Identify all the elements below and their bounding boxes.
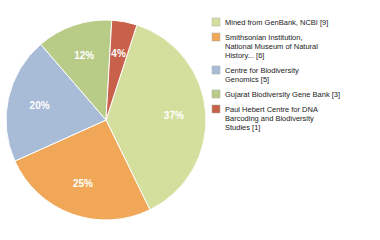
- data-label: 12%: [74, 50, 94, 61]
- legend-label-line: Smithsonian Institution,: [225, 33, 303, 42]
- legend-item: Smithsonian Institution,National Museum …: [212, 33, 318, 60]
- legend-label: Centre for BiodiversityGenomics [5]: [225, 66, 299, 84]
- chart: 37% 25% 20% 12% 4% Mined from GenBank, NCBI […: [0, 0, 380, 240]
- legend-swatch: [212, 90, 220, 98]
- legend: Mined from GenBank, NCBI [9] Smithsonian …: [212, 18, 340, 132]
- data-label: 20%: [30, 100, 50, 111]
- legend-swatch: [212, 18, 220, 26]
- legend-label-line: National Museum of Natural: [225, 42, 318, 51]
- legend-swatch: [212, 33, 220, 41]
- legend-item: Paul Hebert Centre for DNABarcoding and …: [212, 105, 318, 132]
- legend-label-line: Centre for Biodiversity: [225, 66, 299, 75]
- pie: [6, 20, 206, 220]
- legend-label-line: Barcoding and Biodiversity: [225, 114, 314, 123]
- data-label: 37%: [164, 110, 184, 121]
- data-label: 25%: [73, 178, 93, 189]
- legend-label: Smithsonian Institution,National Museum …: [225, 33, 318, 60]
- legend-label-line: Mined from GenBank, NCBI [9]: [225, 18, 328, 27]
- pie-slice: [41, 20, 112, 120]
- pie-slice: [106, 20, 137, 120]
- legend-label: Gujarat Biodiversity Gene Bank [3]: [225, 90, 340, 99]
- legend-label-line: History... [6]: [225, 51, 264, 60]
- legend-swatch: [212, 66, 220, 74]
- data-label: 4%: [111, 48, 126, 59]
- legend-label-line: Paul Hebert Centre for DNA: [225, 105, 318, 114]
- legend-label: Paul Hebert Centre for DNABarcoding and …: [225, 105, 318, 132]
- legend-label-line: Studies [1]: [225, 123, 260, 132]
- legend-label-line: Gujarat Biodiversity Gene Bank [3]: [225, 90, 340, 99]
- data-labels: 37% 25% 20% 12% 4%: [30, 48, 184, 190]
- legend-item: Mined from GenBank, NCBI [9]: [212, 18, 328, 27]
- legend-label-line: Genomics [5]: [225, 75, 269, 84]
- legend-swatch: [212, 105, 220, 113]
- legend-label: Mined from GenBank, NCBI [9]: [225, 18, 328, 27]
- legend-item: Centre for BiodiversityGenomics [5]: [212, 66, 299, 84]
- legend-item: Gujarat Biodiversity Gene Bank [3]: [212, 90, 340, 99]
